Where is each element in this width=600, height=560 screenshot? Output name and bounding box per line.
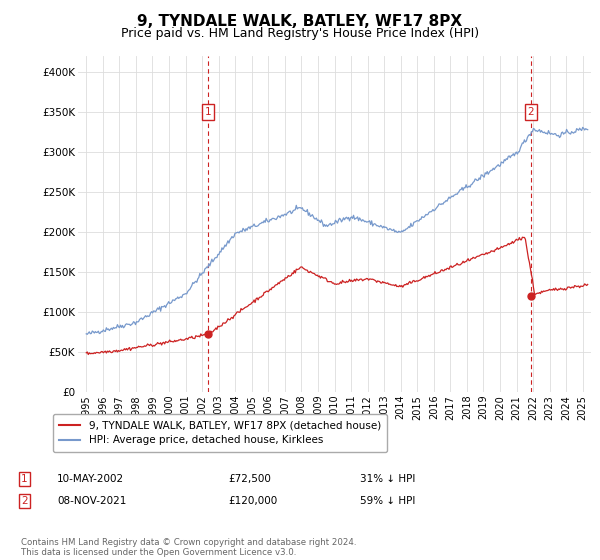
- Text: 10-MAY-2002: 10-MAY-2002: [57, 474, 124, 484]
- Text: 31% ↓ HPI: 31% ↓ HPI: [360, 474, 415, 484]
- Text: 1: 1: [21, 474, 28, 484]
- Text: Price paid vs. HM Land Registry's House Price Index (HPI): Price paid vs. HM Land Registry's House …: [121, 27, 479, 40]
- Text: 08-NOV-2021: 08-NOV-2021: [57, 496, 127, 506]
- Text: 1: 1: [205, 107, 211, 117]
- Text: £72,500: £72,500: [228, 474, 271, 484]
- Text: 2: 2: [21, 496, 28, 506]
- Text: Contains HM Land Registry data © Crown copyright and database right 2024.
This d: Contains HM Land Registry data © Crown c…: [21, 538, 356, 557]
- Legend: 9, TYNDALE WALK, BATLEY, WF17 8PX (detached house), HPI: Average price, detached: 9, TYNDALE WALK, BATLEY, WF17 8PX (detac…: [53, 414, 387, 452]
- Text: £120,000: £120,000: [228, 496, 277, 506]
- Text: 9, TYNDALE WALK, BATLEY, WF17 8PX: 9, TYNDALE WALK, BATLEY, WF17 8PX: [137, 14, 463, 29]
- Text: 59% ↓ HPI: 59% ↓ HPI: [360, 496, 415, 506]
- Text: 2: 2: [527, 107, 534, 117]
